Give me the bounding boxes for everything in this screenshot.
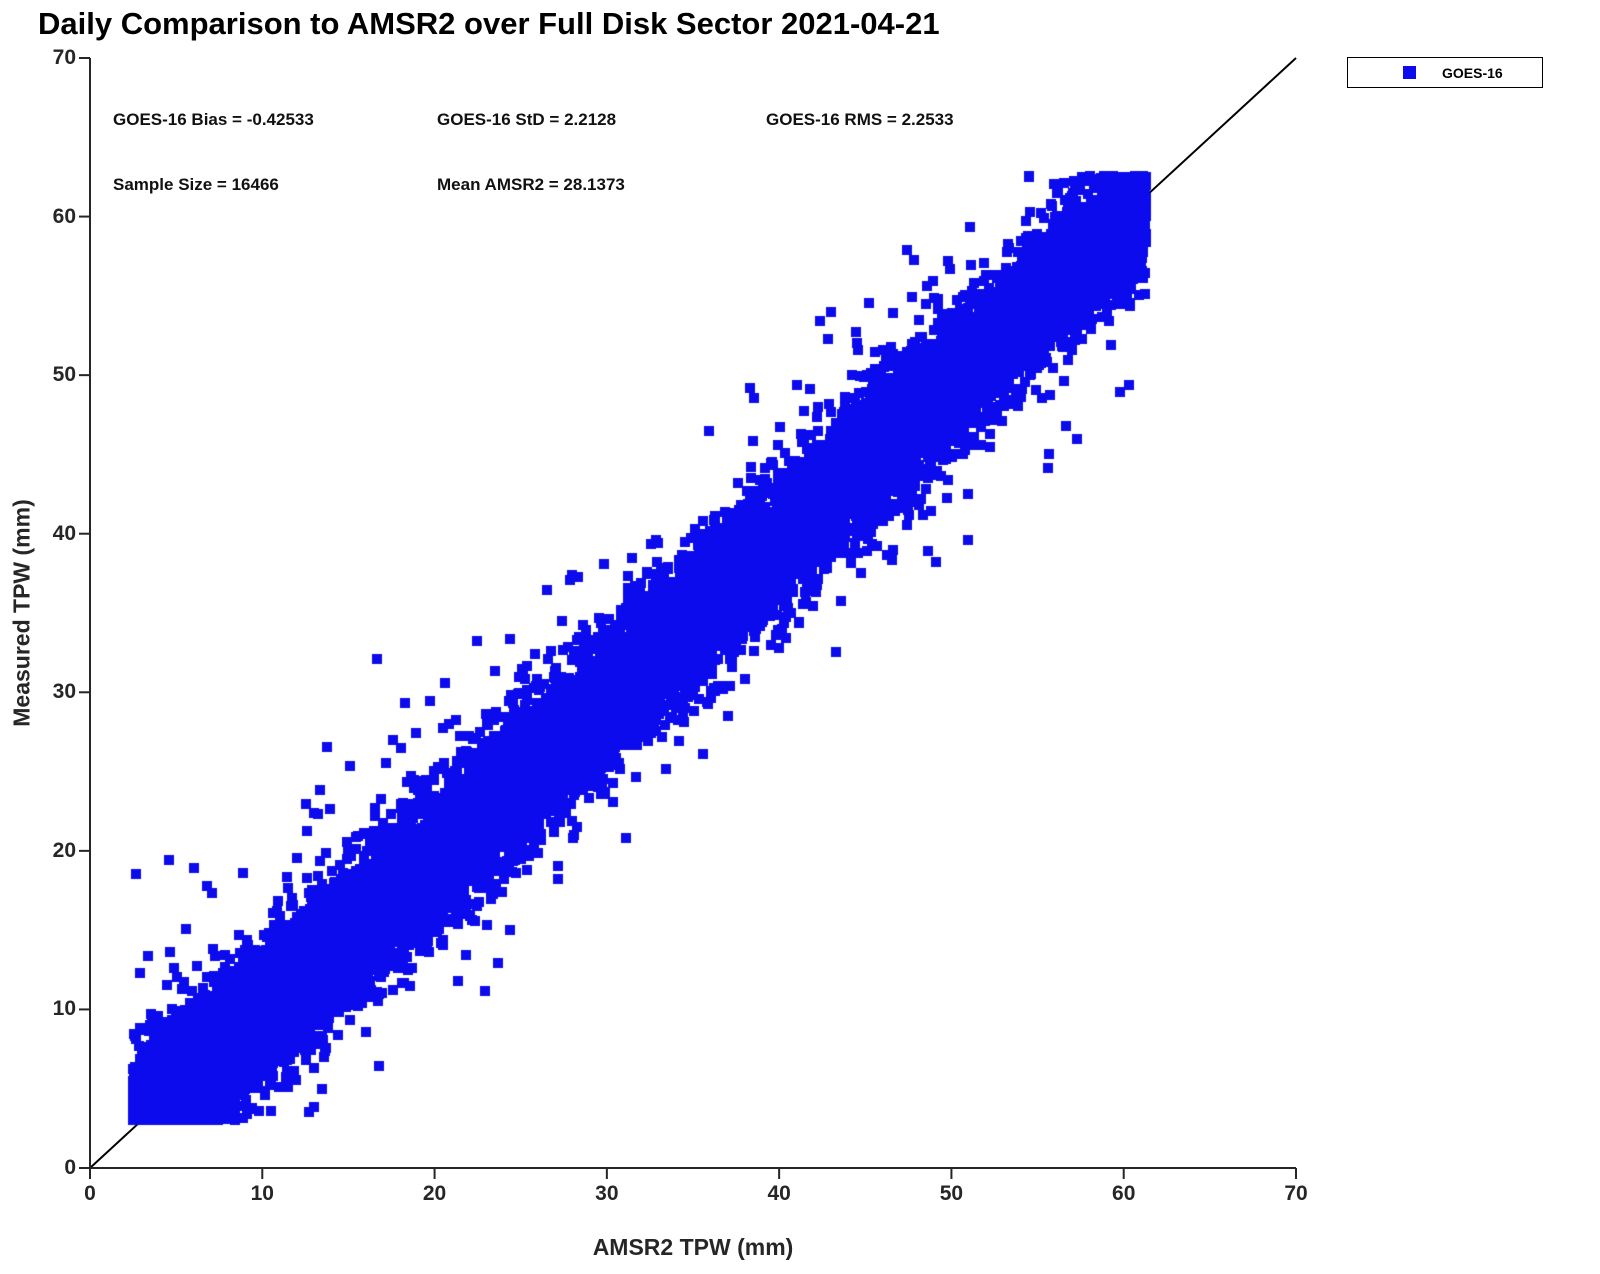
x-tick-label: 40 — [767, 1182, 791, 1205]
x-tick-label: 30 — [595, 1182, 619, 1205]
x-axis-label: AMSR2 TPW (mm) — [592, 1234, 794, 1260]
y-tick-label: 60 — [52, 204, 76, 228]
x-tick-label: 70 — [1284, 1182, 1308, 1205]
x-tick-label: 20 — [422, 1182, 447, 1205]
y-tick-label: 10 — [52, 997, 76, 1021]
stat-rms: GOES-16 RMS = 2.2533 — [766, 110, 954, 129]
y-tick-label: 0 — [64, 1156, 76, 1179]
x-tick-label: 10 — [250, 1182, 274, 1205]
y-tick-label: 40 — [52, 521, 76, 545]
x-tick-label: 0 — [84, 1182, 96, 1205]
legend: GOES-16 — [1347, 57, 1543, 88]
stat-bias: GOES-16 Bias = -0.42533 — [113, 110, 314, 129]
x-tick-label: 60 — [1112, 1182, 1136, 1205]
y-tick-label: 70 — [52, 46, 76, 69]
y-tick-label: 50 — [52, 363, 76, 387]
chart-title: Daily Comparison to AMSR2 over Full Disk… — [38, 6, 940, 41]
x-tick-label: 50 — [939, 1182, 964, 1205]
legend-marker-square — [1403, 66, 1416, 79]
stat-mean-amsr2: Mean AMSR2 = 28.1373 — [437, 175, 625, 194]
stat-std: GOES-16 StD = 2.2128 — [437, 110, 617, 129]
legend-label: GOES-16 — [1442, 64, 1503, 81]
y-tick-label: 20 — [52, 838, 76, 862]
stat-sample-size: Sample Size = 16466 — [113, 175, 279, 194]
scatter-points-canvas — [90, 58, 1296, 1168]
y-tick-label: 30 — [52, 680, 76, 704]
y-axis-label: Measured TPW (mm) — [8, 499, 35, 727]
